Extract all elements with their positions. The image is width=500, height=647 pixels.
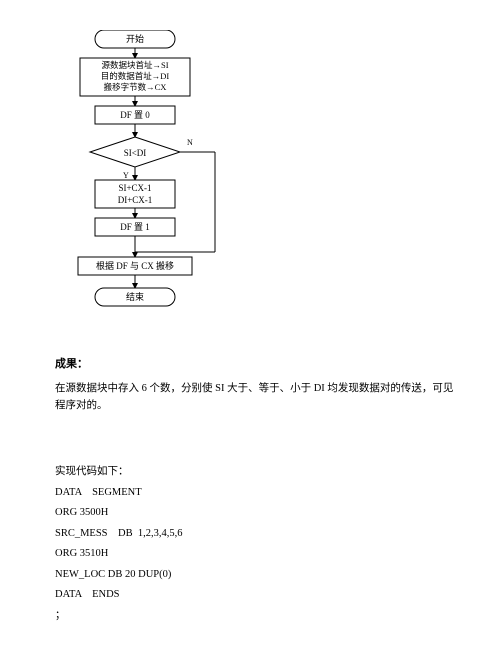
flow-init-2: 目的数据首址→DI bbox=[101, 71, 170, 81]
code-line: DATA ENDS bbox=[55, 590, 455, 601]
results-text: 在源数据块中存入 6 个数，分别使 SI 大于、等于、小于 DI 均发现数据对的… bbox=[55, 381, 455, 415]
code-heading: 实现代码如下： bbox=[55, 463, 455, 478]
code-line: DATA SEGMENT bbox=[55, 488, 455, 499]
code-line: ； bbox=[55, 611, 455, 622]
flow-adj-2: DI+CX-1 bbox=[118, 195, 153, 205]
flow-dfclear: DF 置 0 bbox=[120, 110, 150, 120]
flow-start: 开始 bbox=[126, 33, 144, 44]
flow-dfset: DF 置 1 bbox=[120, 222, 150, 232]
code-line: NEW_LOC DB 20 DUP(0) bbox=[55, 570, 455, 581]
results-heading: 成果： bbox=[55, 355, 455, 371]
flow-end: 结束 bbox=[126, 291, 144, 302]
flow-compare: SI<DI bbox=[124, 148, 147, 158]
text-content: 成果： 在源数据块中存入 6 个数，分别使 SI 大于、等于、小于 DI 均发现… bbox=[55, 355, 455, 631]
flow-init-3: 搬移字节数→CX bbox=[104, 82, 167, 92]
flow-adj-1: SI+CX-1 bbox=[118, 183, 151, 193]
flow-cmp-y: Y bbox=[123, 171, 129, 180]
code-line: ORG 3500H bbox=[55, 508, 455, 519]
flow-cmp-n: N bbox=[187, 138, 193, 147]
code-line: ORG 3510H bbox=[55, 549, 455, 560]
flowchart: 开始 源数据块首址→SI 目的数据首址→DI 搬移字节数→CX DF 置 0 S… bbox=[65, 30, 265, 320]
flow-init-1: 源数据块首址→SI bbox=[101, 60, 168, 70]
flow-move: 根据 DF 与 CX 搬移 bbox=[96, 260, 174, 271]
code-line: SRC_MESS DB 1,2,3,4,5,6 bbox=[55, 529, 455, 540]
